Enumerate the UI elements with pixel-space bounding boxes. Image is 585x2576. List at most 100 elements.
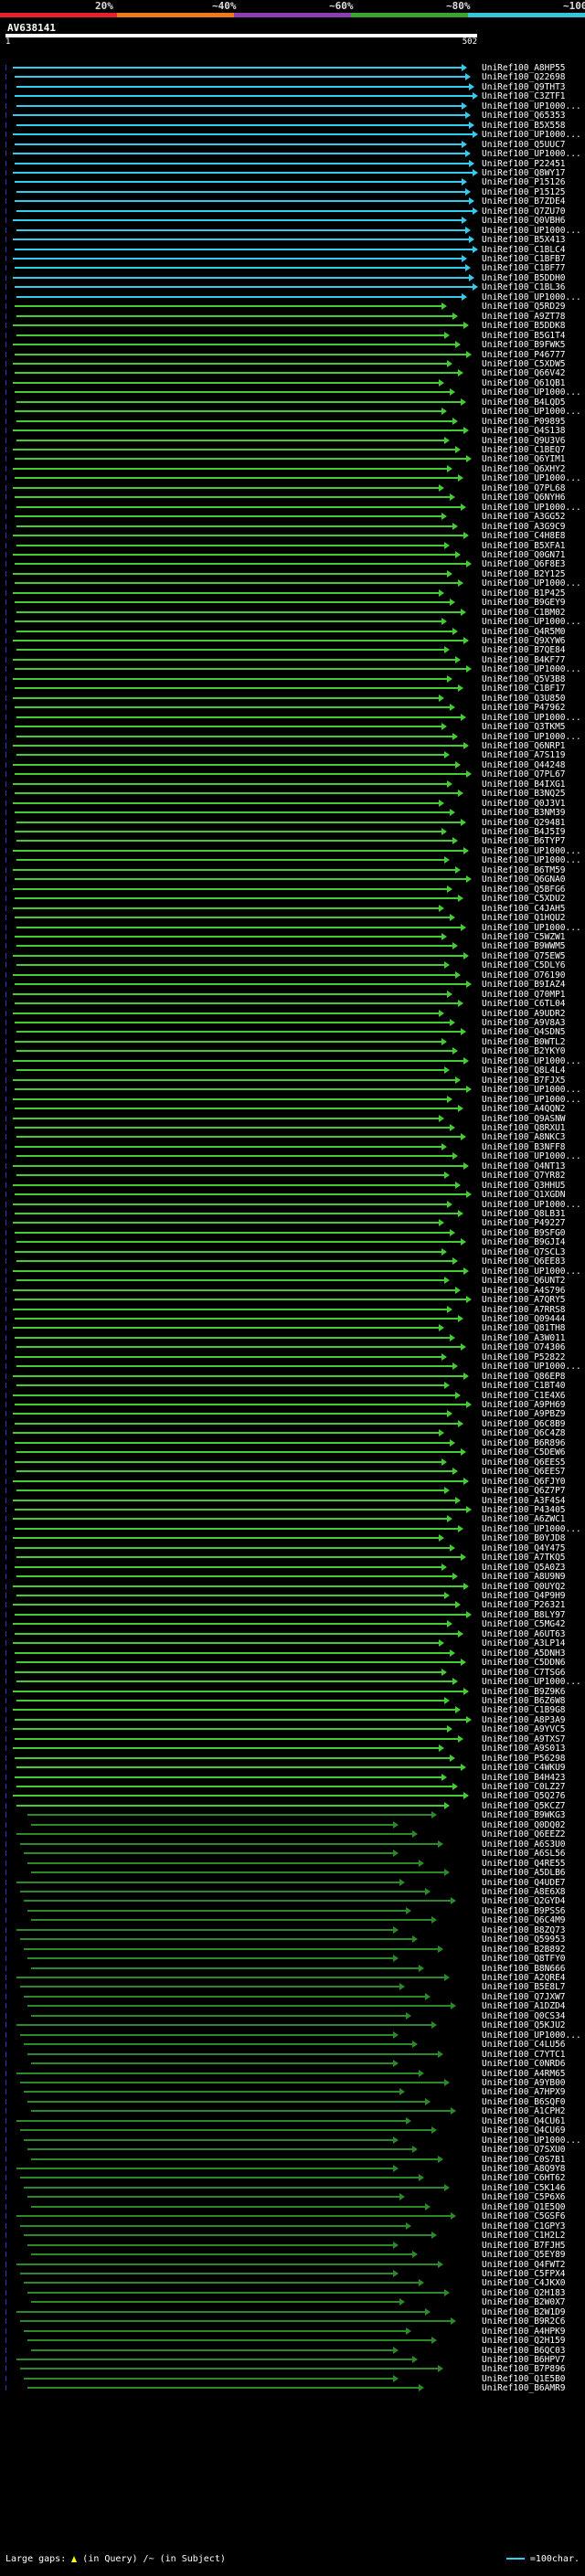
hit-alignment-line[interactable] <box>13 1747 439 1750</box>
hit-alignment-line[interactable] <box>16 439 444 441</box>
hit-link[interactable]: UniRef100_B6SQF0 <box>482 2096 566 2107</box>
hit-link[interactable]: UniRef100_P49227 <box>482 1218 566 1229</box>
hit-link[interactable]: UniRef100_A9PH69 <box>482 1400 566 1410</box>
hit-alignment-line[interactable] <box>16 821 461 823</box>
hit-alignment-line[interactable] <box>31 2348 393 2351</box>
hit-alignment-line[interactable] <box>16 1575 452 1578</box>
hit-link[interactable]: UniRef100_A3G9C9 <box>482 521 566 532</box>
hit-link[interactable]: UniRef100_B8ZQ73 <box>482 1924 566 1935</box>
hit-alignment-line[interactable] <box>13 1623 447 1626</box>
hit-alignment-line[interactable] <box>15 1441 450 1444</box>
hit-alignment-line[interactable] <box>16 190 465 193</box>
hit-alignment-line[interactable] <box>13 1709 455 1712</box>
hit-link[interactable]: UniRef100_Q7JXW7 <box>482 1991 566 2002</box>
hit-alignment-line[interactable] <box>16 1661 461 1664</box>
hit-alignment-line[interactable] <box>13 1518 447 1521</box>
hit-link[interactable]: UniRef100_Q4P9H9 <box>482 1591 566 1601</box>
hit-alignment-line[interactable] <box>20 1986 399 1988</box>
hit-link[interactable]: UniRef100_P15126 <box>482 177 566 188</box>
hit-alignment-line[interactable] <box>31 2062 393 2065</box>
hit-link[interactable]: UniRef100_C1BL36 <box>482 282 566 293</box>
hit-link[interactable]: UniRef100_B9SFG0 <box>482 1227 566 1238</box>
hit-link[interactable]: UniRef100_A8P3A9 <box>482 1714 566 1725</box>
hit-link[interactable]: UniRef100_B9Z9K6 <box>482 1686 566 1697</box>
hit-alignment-line[interactable] <box>27 2243 393 2246</box>
hit-link[interactable]: UniRef100_Q0VBH6 <box>482 216 566 227</box>
hit-link[interactable]: UniRef100_UP1000... <box>482 1677 581 1688</box>
hit-link[interactable]: UniRef100_Q22698 <box>482 72 566 83</box>
hit-link[interactable]: UniRef100_Q6UNT2 <box>482 1276 566 1287</box>
hit-alignment-line[interactable] <box>16 2168 393 2169</box>
hit-link[interactable]: UniRef100_C5DEW6 <box>482 1447 566 1458</box>
hit-link[interactable]: UniRef100_Q7SCL3 <box>482 1246 566 1257</box>
hit-alignment-line[interactable] <box>13 1604 455 1606</box>
hit-alignment-line[interactable] <box>13 992 447 995</box>
hit-alignment-line[interactable] <box>13 133 473 136</box>
hit-alignment-line[interactable] <box>13 1690 463 1692</box>
hit-link[interactable]: UniRef100_Q5RD29 <box>482 302 566 313</box>
hit-link[interactable]: UniRef100_B2B892 <box>482 1944 566 1955</box>
hit-link[interactable]: UniRef100_A6S3U0 <box>482 1839 566 1850</box>
hit-link[interactable]: UniRef100_B9PSS6 <box>482 1905 566 1916</box>
hit-link[interactable]: UniRef100_C1BT40 <box>482 1381 566 1392</box>
hit-link[interactable]: UniRef100_C5DLY6 <box>482 960 566 971</box>
hit-alignment-line[interactable] <box>15 286 473 289</box>
hit-alignment-line[interactable] <box>15 1756 450 1759</box>
hit-alignment-line[interactable] <box>15 831 441 832</box>
hit-link[interactable]: UniRef100_Q4CU61 <box>482 2115 566 2126</box>
hit-link[interactable]: UniRef100_A1DZD4 <box>482 2001 566 2012</box>
hit-alignment-line[interactable] <box>13 486 439 489</box>
hit-link[interactable]: UniRef100_Q6C4Z8 <box>482 1428 566 1439</box>
hit-alignment-line[interactable] <box>16 1174 444 1177</box>
hit-link[interactable]: UniRef100_Q9THT3 <box>482 81 566 92</box>
hit-link[interactable]: UniRef100_A8HP55 <box>482 63 566 73</box>
hit-link[interactable]: UniRef100_B9IAZ4 <box>482 980 566 991</box>
hit-alignment-line[interactable] <box>16 1031 461 1034</box>
hit-alignment-line[interactable] <box>13 744 463 747</box>
hit-link[interactable]: UniRef100_C4WKU9 <box>482 1763 566 1774</box>
hit-alignment-line[interactable] <box>24 2091 399 2094</box>
hit-link[interactable]: UniRef100_A8U9N9 <box>482 1572 566 1583</box>
hit-link[interactable]: UniRef100_C1H2L2 <box>482 2231 566 2242</box>
hit-alignment-line[interactable] <box>13 1585 463 1587</box>
hit-link[interactable]: UniRef100_Q4NT13 <box>482 1161 566 1171</box>
hit-link[interactable]: UniRef100_UP1000... <box>482 664 581 675</box>
hit-alignment-line[interactable] <box>16 2310 425 2313</box>
hit-alignment-line[interactable] <box>13 429 463 432</box>
hit-alignment-line[interactable] <box>13 696 439 699</box>
hit-alignment-line[interactable] <box>15 496 450 499</box>
hit-alignment-line[interactable] <box>24 2282 419 2284</box>
hit-alignment-line[interactable] <box>16 926 461 928</box>
hit-link[interactable]: UniRef100_C4JAH5 <box>482 903 566 914</box>
hit-link[interactable]: UniRef100_Q6EE83 <box>482 1256 566 1267</box>
hit-alignment-line[interactable] <box>16 85 469 88</box>
hit-link[interactable]: UniRef100_Q75EW5 <box>482 950 566 961</box>
hit-link[interactable]: UniRef100_B3NQ25 <box>482 789 566 800</box>
hit-link[interactable]: UniRef100_A9PBZ9 <box>482 1409 566 1420</box>
hit-link[interactable]: UniRef100_A9YB00 <box>482 2077 566 2088</box>
hit-alignment-line[interactable] <box>16 630 452 632</box>
hit-link[interactable]: UniRef100_Q0DQ02 <box>482 1819 566 1830</box>
hit-alignment-line[interactable] <box>16 295 462 298</box>
hit-alignment-line[interactable] <box>13 1288 455 1291</box>
hit-alignment-line[interactable] <box>20 1938 412 1941</box>
hit-alignment-line[interactable] <box>15 267 465 270</box>
hit-alignment-line[interactable] <box>16 314 452 317</box>
hit-link[interactable]: UniRef100_Q5EY89 <box>482 2250 566 2261</box>
hit-alignment-line[interactable] <box>15 1108 458 1110</box>
hit-alignment-line[interactable] <box>27 2148 412 2151</box>
hit-link[interactable]: UniRef100_UP1000... <box>482 578 581 589</box>
hit-link[interactable]: UniRef100_P46777 <box>482 349 566 360</box>
hit-alignment-line[interactable] <box>16 2359 412 2360</box>
hit-alignment-line[interactable] <box>15 601 450 604</box>
hit-link[interactable]: UniRef100_C7TSG6 <box>482 1667 566 1678</box>
hit-alignment-line[interactable] <box>13 1308 447 1310</box>
hit-link[interactable]: UniRef100_Q5A0Z3 <box>482 1562 566 1573</box>
hit-link[interactable]: UniRef100_Q09444 <box>482 1313 566 1324</box>
hit-alignment-line[interactable] <box>16 209 473 212</box>
hit-link[interactable]: UniRef100_Q3U850 <box>482 693 566 704</box>
hit-alignment-line[interactable] <box>16 2119 406 2122</box>
hit-link[interactable]: UniRef100_B5E8L7 <box>482 1982 566 1993</box>
hit-alignment-line[interactable] <box>16 1881 399 1883</box>
hit-alignment-line[interactable] <box>16 1595 444 1596</box>
